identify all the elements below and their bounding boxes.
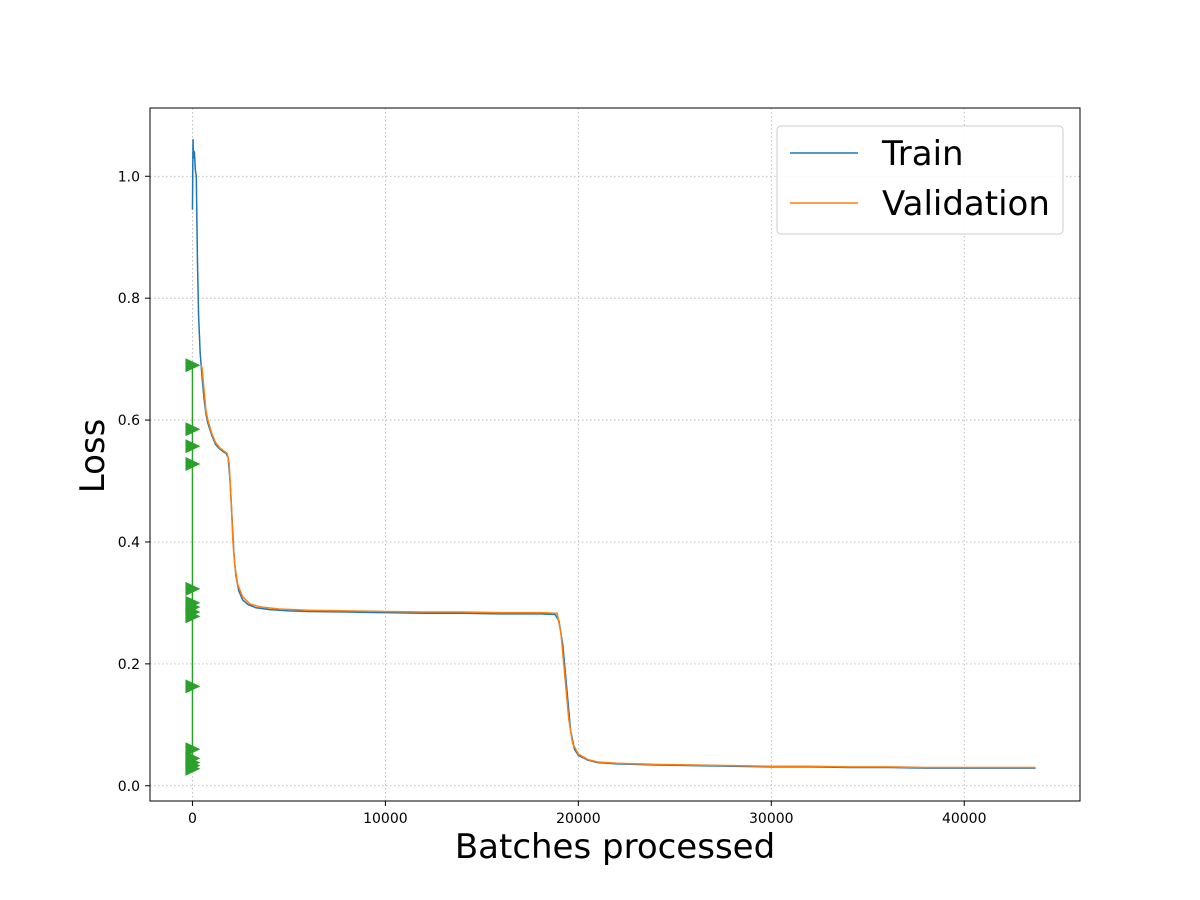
marker-point	[185, 679, 201, 694]
y-axis-title: Loss	[73, 419, 113, 494]
y-tick-label: 0.4	[118, 535, 140, 551]
plot-frame	[149, 107, 1081, 802]
marker-point	[185, 422, 201, 437]
x-tick-label: 0	[188, 811, 197, 827]
x-axis-title: Batches processed	[455, 827, 775, 867]
marker-point	[185, 742, 201, 757]
y-tick-label: 0.0	[118, 779, 140, 795]
marker-point	[185, 581, 201, 596]
x-tick-label: 40000	[942, 811, 987, 827]
y-tick-label: 0.8	[118, 291, 140, 307]
marker-point	[185, 456, 201, 471]
marker-point	[185, 761, 201, 776]
y-tick-label: 1.0	[118, 169, 140, 185]
legend-label-train: Train	[881, 134, 964, 174]
x-tick-label: 20000	[556, 811, 601, 827]
x-tick-label: 30000	[749, 811, 794, 827]
ticks: 0 10000 20000 30000 40000 0.0 0.2 0.4 0.6 0.8 1.0	[118, 169, 987, 827]
legend-label-validation: Validation	[882, 184, 1050, 224]
marker-point	[185, 358, 201, 373]
y-tick-label: 0.2	[118, 657, 140, 673]
marker-point	[185, 609, 201, 624]
legend: Train Validation	[776, 125, 1064, 235]
marker-point	[185, 439, 201, 454]
x-tick-label: 10000	[363, 811, 408, 827]
series-line-validation	[200, 364, 1036, 769]
series-layer	[185, 138, 1036, 776]
y-tick-label: 0.6	[118, 413, 140, 429]
